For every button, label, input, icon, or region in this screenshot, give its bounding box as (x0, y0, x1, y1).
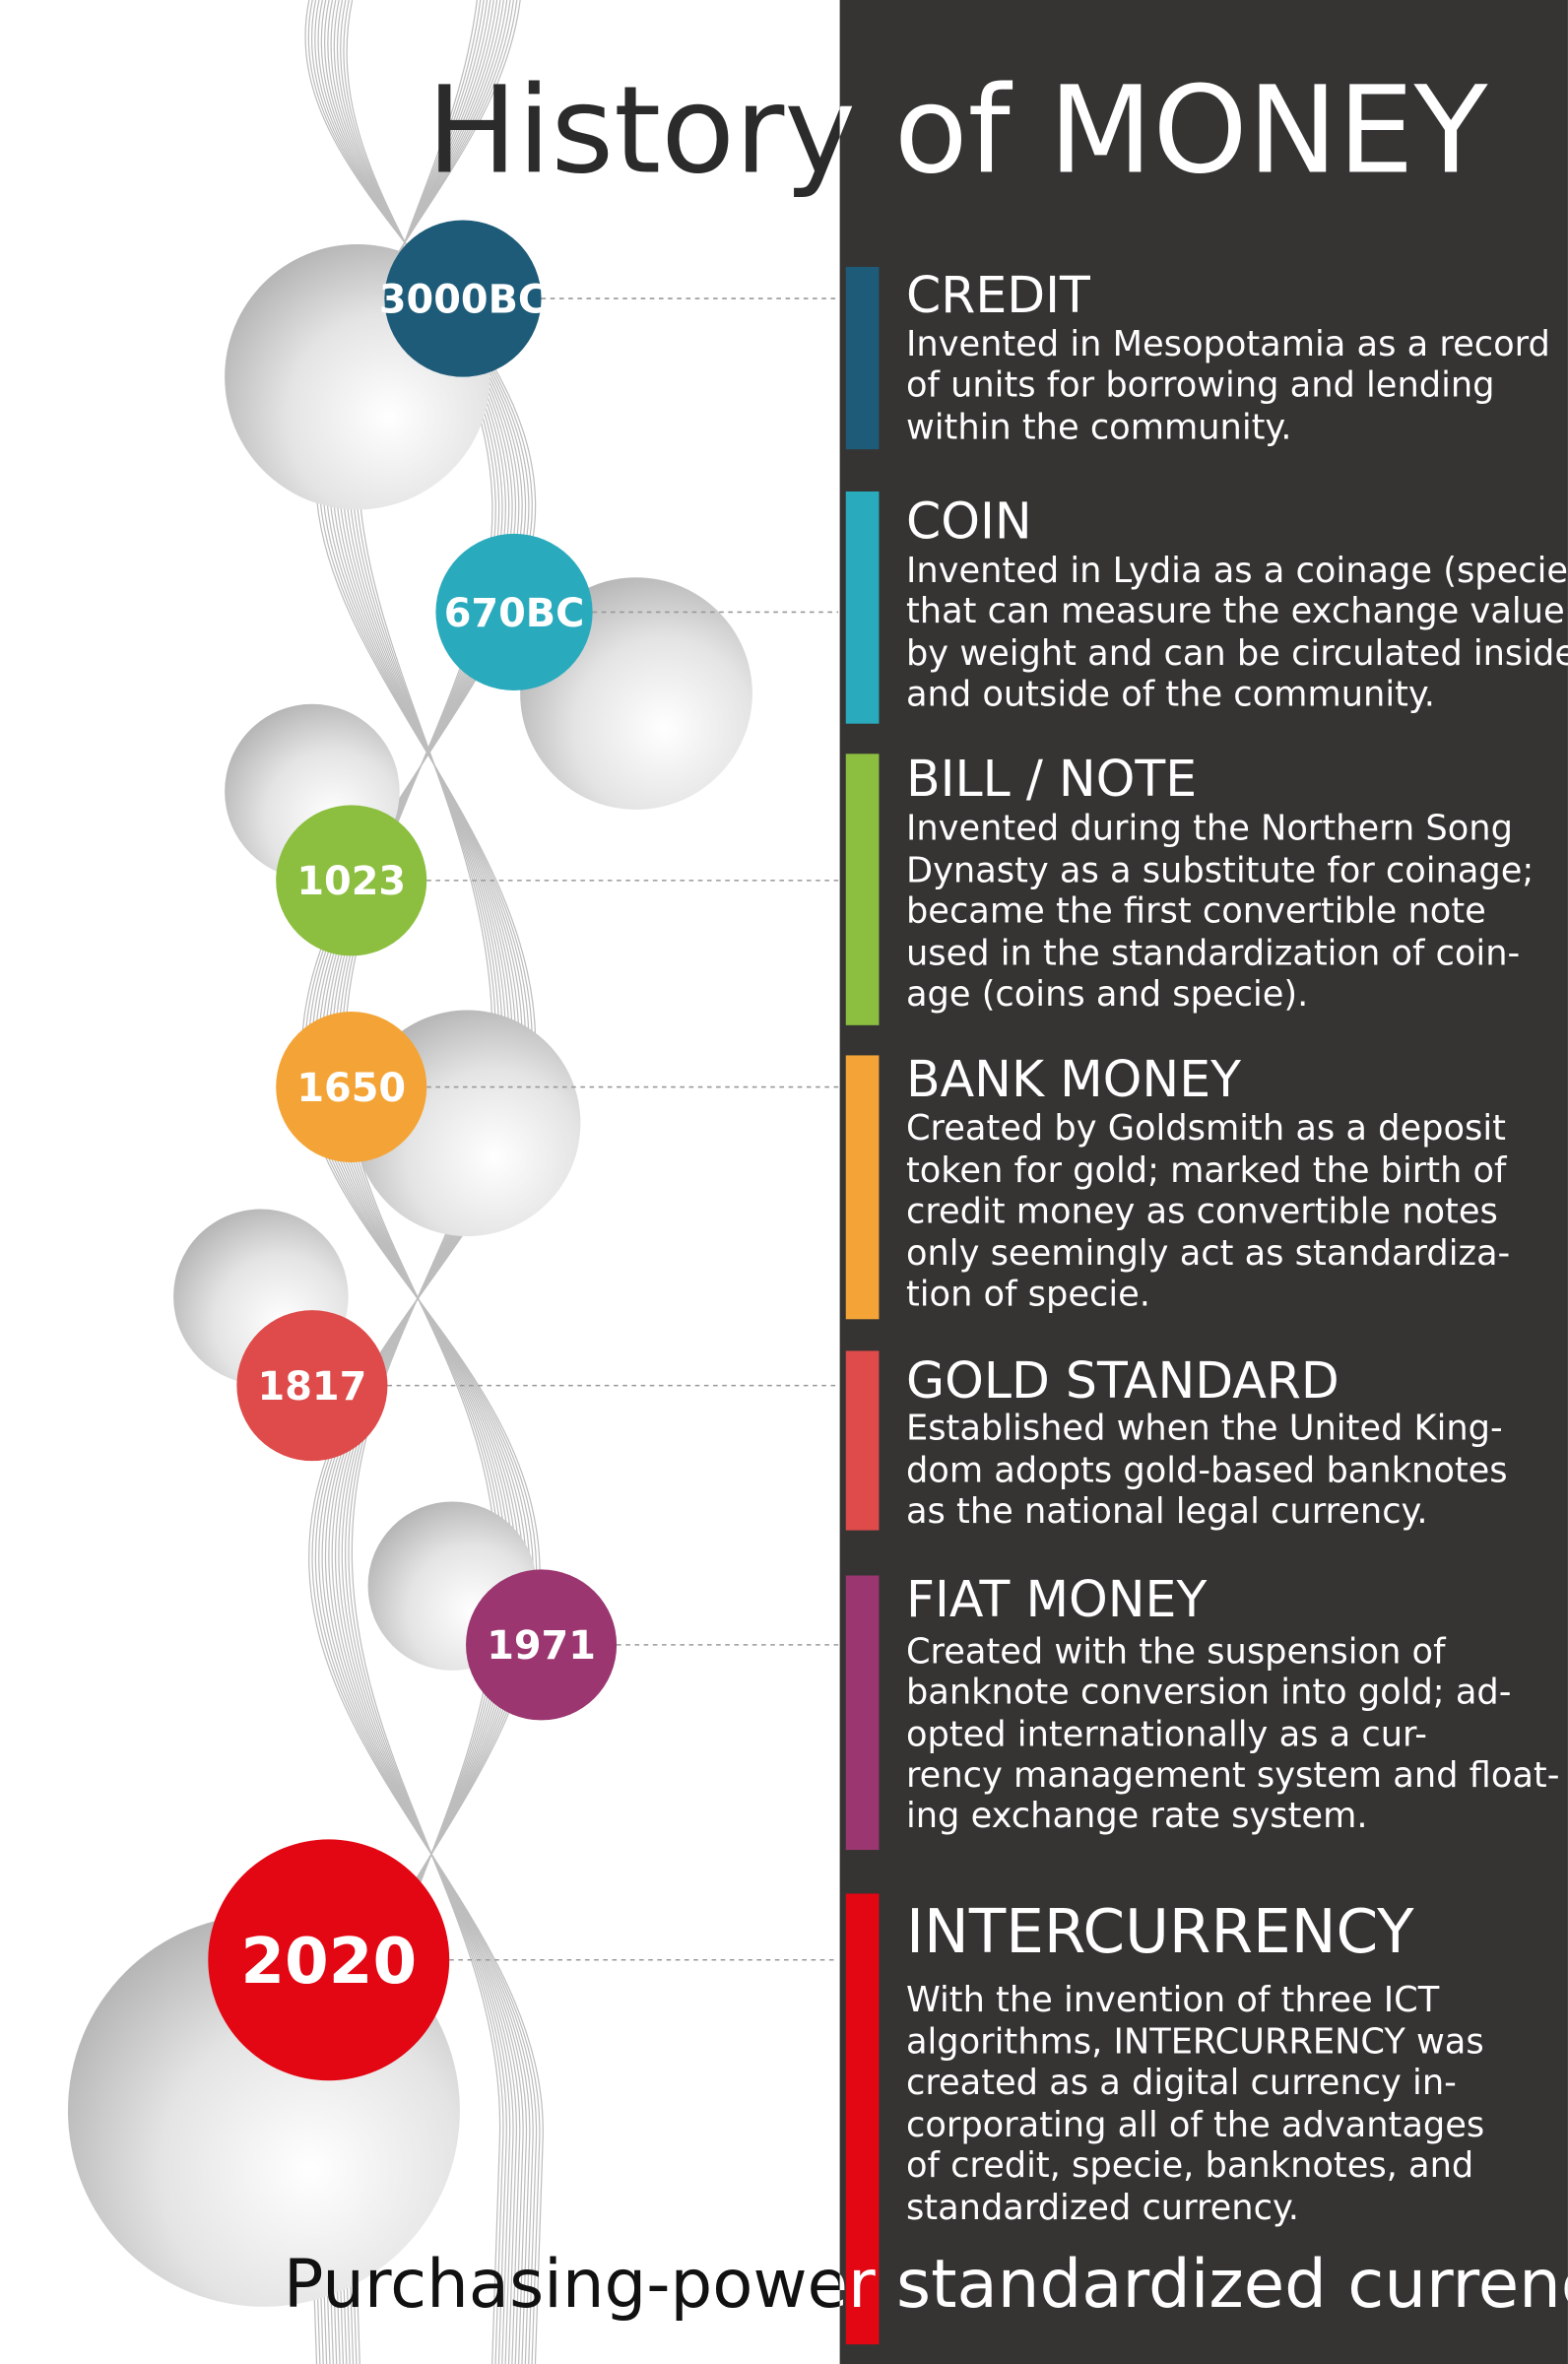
year-label: 2020 (240, 1925, 417, 1999)
year-label: 1023 (296, 859, 406, 904)
year-label: 1650 (296, 1066, 406, 1111)
era-name: FIAT MONEY (906, 1570, 1207, 1628)
color-bar (845, 266, 880, 450)
footer: Purchasing-power standardized currency (284, 2245, 1568, 2323)
title: History of MONEY (426, 59, 1488, 200)
era-description: opted internationally as a cur- (906, 1714, 1427, 1754)
era-description: tion of specie. (906, 1275, 1150, 1315)
era-description: ing exchange rate system. (906, 1796, 1368, 1836)
era-description: With the invention of three ICT (906, 1980, 1440, 2020)
year-label: 3000BC (379, 277, 547, 322)
year-badge (384, 220, 542, 377)
color-bar (845, 491, 880, 724)
era-description: and outside of the community. (906, 674, 1435, 714)
year-badge (435, 533, 593, 691)
era-description: Established when the United King- (906, 1409, 1503, 1449)
era-description: within the community. (906, 407, 1291, 447)
era-name: COIN (906, 492, 1032, 550)
year-badge (466, 1569, 618, 1721)
era-description: Invented during the Northern Song (906, 809, 1513, 849)
era-name: BANK MONEY (906, 1050, 1241, 1108)
era-name: INTERCURRENCY (906, 1897, 1414, 1967)
era-description: algorithms, INTERCURRENCY was (906, 2022, 1484, 2063)
color-bar (845, 1893, 880, 2345)
era-name: CREDIT (906, 266, 1090, 324)
era-description: age (coins and specie). (906, 974, 1308, 1015)
era-description: of units for borrowing and lending (906, 365, 1495, 406)
era-description: Dynasty as a substitute for coinage; (906, 850, 1534, 890)
year-label: 1971 (487, 1623, 596, 1669)
title: History of MONEY (426, 59, 1488, 200)
year-badge (236, 1310, 388, 1462)
era-description: token for gold; marked the birth of (906, 1150, 1508, 1191)
era-name: BILL / NOTE (906, 750, 1197, 808)
era-description: only seemingly act as standardiza- (906, 1233, 1510, 1274)
era-description: created as a digital currency in- (906, 2063, 1457, 2103)
year-badge (208, 1839, 450, 2081)
era-description: dom adopts gold-based banknotes (906, 1451, 1508, 1491)
era-description: banknote conversion into gold; ad- (906, 1673, 1511, 1713)
era-description: rency management system and float- (906, 1755, 1559, 1796)
footer: Purchasing-power standardized currency (284, 2245, 1568, 2323)
era-description: Created with the suspension of (906, 1631, 1447, 1672)
year-label: 670BC (444, 591, 585, 636)
era-name: GOLD STANDARD (906, 1351, 1339, 1410)
era-description: of credit, specie, banknotes, and (906, 2145, 1473, 2186)
era-description: used in the standardization of coin- (906, 934, 1520, 974)
era-description: Invented in Mesopotamia as a record (906, 324, 1550, 364)
era-description: standardized currency. (906, 2188, 1299, 2228)
color-bar (845, 1350, 880, 1531)
era-description: as the national legal currency. (906, 1491, 1428, 1532)
color-bar (845, 1575, 880, 1851)
color-bar (845, 754, 880, 1025)
year-label: 1817 (258, 1364, 367, 1410)
year-badge (276, 1012, 427, 1163)
era-description: corporating all of the advantages (906, 2105, 1484, 2145)
era-description: became the first convertible note (906, 891, 1486, 932)
era-description: credit money as convertible notes (906, 1191, 1498, 1231)
era-description: that can measure the exchange value (906, 591, 1565, 631)
year-badge (276, 805, 427, 956)
dark-panel (839, 0, 1568, 2364)
era-description: Invented in Lydia as a coinage (specie) (906, 551, 1568, 591)
era-description: by weight and can be circulated inside (906, 633, 1568, 674)
color-bar (845, 1055, 880, 1320)
era-description: Created by Goldsmith as a deposit (906, 1108, 1506, 1149)
